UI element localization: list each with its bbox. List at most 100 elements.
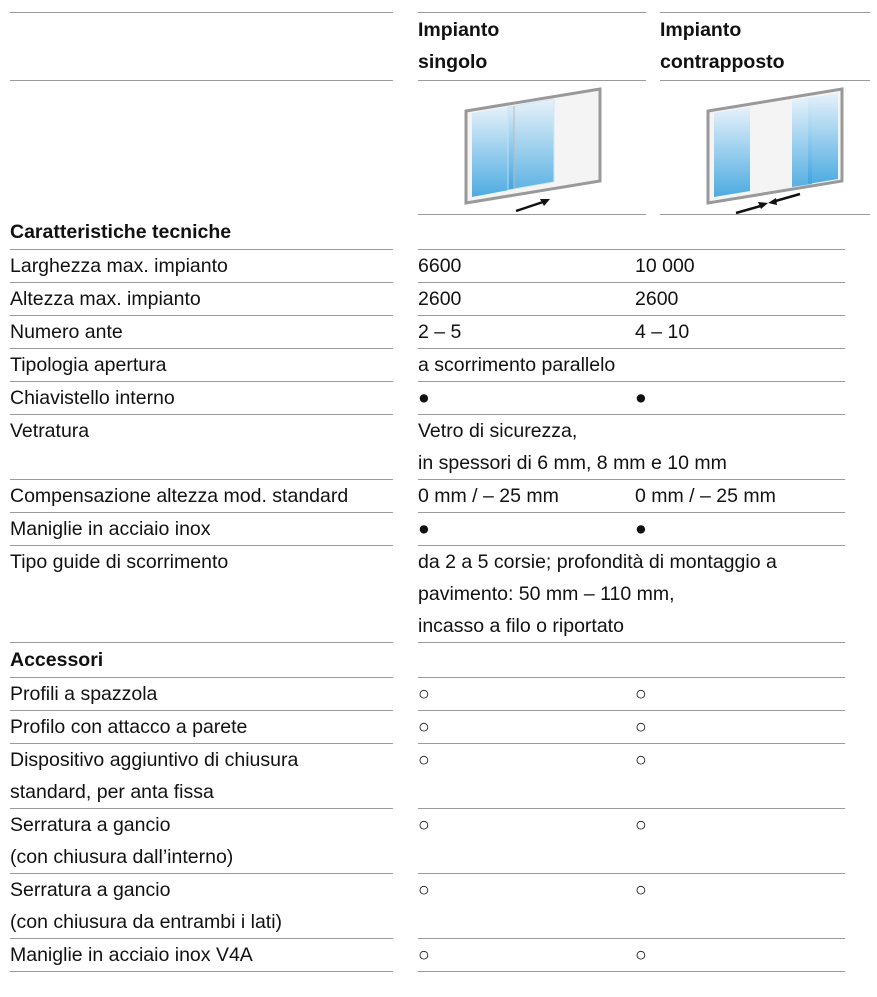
cell-single: da 2 a 5 corsie; profondità di montaggio… [418, 546, 777, 643]
header-title: Impianto singolo [418, 13, 646, 78]
cell-text: ● [635, 387, 647, 409]
cell-single: 2600 [418, 283, 646, 316]
cell-single: ○ [418, 711, 646, 744]
cell-single: 6600 [418, 250, 646, 283]
header-line: Impianto [660, 19, 742, 41]
cell-text: Profili a spazzola [10, 683, 158, 705]
cell-text: ○ [635, 749, 647, 771]
cell-opposed: ○ [635, 874, 845, 939]
cell-text: 2600 [635, 288, 679, 310]
cell-opposed [635, 546, 845, 643]
row-label: Larghezza max. impianto [10, 250, 393, 283]
cell-text: 2 – 5 [418, 321, 462, 343]
cell-text: Altezza max. impianto [10, 288, 201, 310]
cell-text: Dispositivo aggiuntivo di chiusura [10, 749, 299, 771]
cell-text: 4 – 10 [635, 321, 690, 343]
cell-single: ○ [418, 678, 646, 711]
single-illustration [464, 87, 602, 213]
cell-text: standard, per anta fissa [10, 781, 214, 803]
cell-text: ○ [635, 944, 647, 966]
cell-opposed [635, 349, 845, 382]
cell-text: ● [635, 518, 647, 540]
cell-text: ○ [418, 683, 430, 705]
header-line: contrapposto [660, 51, 785, 73]
header-title: Impianto contrapposto [660, 13, 870, 78]
cell-text: ○ [418, 814, 430, 836]
cell-text: Serratura a gancio [10, 879, 171, 901]
row-label: Profilo con attacco a parete [10, 711, 393, 744]
cell-text: 2600 [418, 288, 462, 310]
cell-text: Profilo con attacco a parete [10, 716, 248, 738]
cell-text: ○ [418, 944, 430, 966]
cell-opposed: ○ [635, 744, 845, 809]
header-col: Impianto contrapposto [660, 12, 870, 215]
row-label: Numero ante [10, 316, 393, 349]
cell-text: Numero ante [10, 321, 123, 343]
header-line: singolo [418, 51, 488, 73]
cell-text: Chiavistello interno [10, 387, 175, 409]
row-label: Serratura a gancio (con chiusura dall’int… [10, 809, 393, 874]
row-label: Serratura a gancio (con chiusura da entra… [10, 874, 393, 939]
cell-single: 2 – 5 [418, 316, 646, 349]
header-line: Impianto [418, 19, 500, 41]
cell-text: Maniglie in acciaio inox [10, 518, 211, 540]
cell-text: da 2 a 5 corsie; profondità di montaggio… [418, 551, 777, 573]
header-blank [10, 12, 393, 81]
cell-text: Serratura a gancio [10, 814, 171, 836]
row-label: Compensazione altezza mod. standard [10, 480, 393, 513]
row-label: Caratteristiche tecniche [10, 215, 393, 250]
cell-single: ○ [418, 744, 646, 809]
cell-text: Tipo guide di scorrimento [10, 551, 229, 573]
cell-single: Vetro di sicurezza, in spessori di 6 mm, … [418, 415, 727, 480]
cell-text: 10 000 [635, 255, 695, 277]
table-header: Impianto singolo Impianto contrapposto [10, 12, 870, 215]
cell-text: ○ [418, 716, 430, 738]
cell-text: ● [418, 518, 430, 540]
cell-text: 6600 [418, 255, 462, 277]
cell-opposed [635, 643, 845, 678]
row-label: Accessori [10, 643, 393, 678]
cell-opposed: 0 mm / – 25 mm [635, 480, 845, 513]
cell-text: Compensazione altezza mod. standard [10, 485, 349, 507]
cell-text: Larghezza max. impianto [10, 255, 228, 277]
cell-single: 0 mm / – 25 mm [418, 480, 646, 513]
cell-text: Tipologia apertura [10, 354, 167, 376]
cell-single [418, 215, 646, 250]
row-label: Profili a spazzola [10, 678, 393, 711]
cell-opposed: ○ [635, 711, 845, 744]
row-label: Vetratura [10, 415, 393, 480]
cell-text: pavimento: 50 mm – 110 mm, [418, 583, 675, 605]
cell-opposed: 10 000 [635, 250, 845, 283]
cell-opposed: 2600 [635, 283, 845, 316]
spec-sheet: Impianto singolo Impianto contrapposto [10, 12, 870, 972]
cell-text: ○ [635, 879, 647, 901]
cell-text: in spessori di 6 mm, 8 mm e 10 mm [418, 452, 727, 474]
cell-opposed: ○ [635, 809, 845, 874]
cell-single: ○ [418, 939, 646, 972]
cell-opposed [635, 215, 845, 250]
cell-text: ○ [418, 749, 430, 771]
cell-text: Vetratura [10, 420, 90, 442]
row-label: Altezza max. impianto [10, 283, 393, 316]
cell-text: ○ [635, 716, 647, 738]
cell-text: 0 mm / – 25 mm [418, 485, 559, 507]
header-col: Impianto singolo [418, 12, 646, 215]
row-label: Tipologia apertura [10, 349, 393, 382]
section-title: Caratteristiche tecniche [10, 221, 232, 243]
cell-text: ● [418, 387, 430, 409]
cell-text: Vetro di sicurezza, [418, 420, 578, 442]
row-label: Tipo guide di scorrimento [10, 546, 393, 643]
cell-opposed: ○ [635, 939, 845, 972]
cell-text: incasso a filo o riportato [418, 615, 624, 637]
cell-single [418, 643, 646, 678]
cell-opposed: 4 – 10 [635, 316, 845, 349]
cell-opposed: ● [635, 513, 845, 546]
cell-single: ● [418, 513, 646, 546]
cell-text: (con chiusura dall’interno) [10, 846, 234, 868]
opposed-illustration [706, 87, 844, 215]
cell-text: 0 mm / – 25 mm [635, 485, 776, 507]
row-label: Chiavistello interno [10, 382, 393, 415]
cell-text: Maniglie in acciaio inox V4A [10, 944, 253, 966]
cell-single: ○ [418, 874, 646, 939]
cell-text: (con chiusura da entrambi i lati) [10, 911, 283, 933]
